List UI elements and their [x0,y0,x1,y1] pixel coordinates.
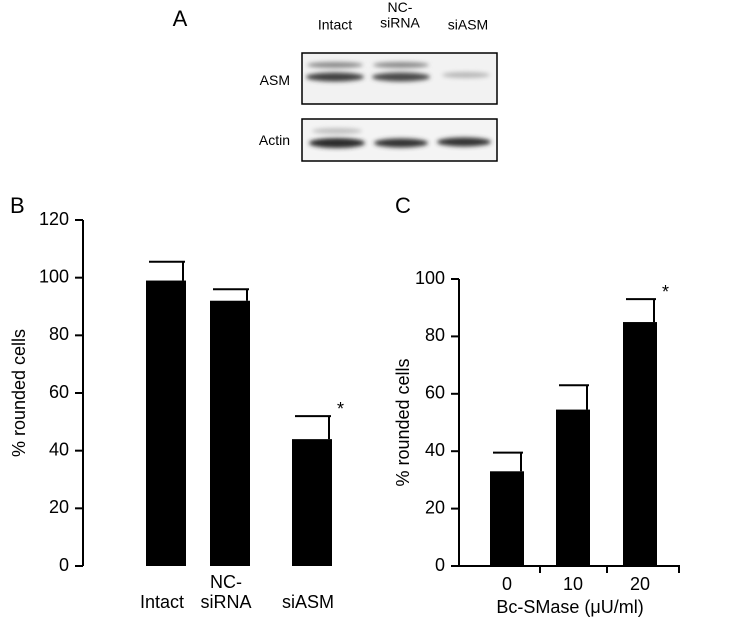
panel-label: B [10,193,25,218]
row-label: Actin [259,132,290,148]
significance: * [337,399,344,419]
x-axis-label: Bc-SMase (μU/ml) [496,597,643,617]
y-tick-label: 40 [425,440,445,460]
lane-label: siASM [448,17,488,33]
panel-label: A [173,6,188,31]
bar [556,409,590,566]
bar [623,322,657,566]
y-tick-label: 120 [39,209,69,229]
y-axis-label: % rounded cells [393,358,413,486]
row-label: ASM [260,72,290,88]
panel-label: C [395,193,411,218]
y-tick-label: 0 [435,555,445,575]
x-tick-label: 10 [563,574,583,594]
x-tick-label: NC-siRNA [200,572,251,612]
x-tick-label: siASM [282,592,334,612]
y-tick-label: 60 [425,383,445,403]
y-tick-label: 60 [49,382,69,402]
bar [292,439,332,566]
blot-bands [306,62,491,148]
y-tick-label: 40 [49,439,69,459]
y-tick-label: 20 [49,497,69,517]
y-tick-label: 100 [39,266,69,286]
x-tick-label: Intact [140,592,184,612]
y-tick-label: 100 [415,268,445,288]
x-tick-label: 20 [630,574,650,594]
y-tick-label: 80 [49,324,69,344]
y-tick-label: 80 [425,325,445,345]
x-tick-label: 0 [502,574,512,594]
y-axis-label: % rounded cells [9,329,29,457]
lane-label: Intact [318,17,352,33]
bar [490,471,524,566]
lane-label: NC-siRNA [380,0,420,30]
bar [210,300,250,566]
y-tick-label: 0 [59,555,69,575]
significance: * [662,282,669,302]
y-tick-label: 20 [425,497,445,517]
bar [146,280,186,566]
